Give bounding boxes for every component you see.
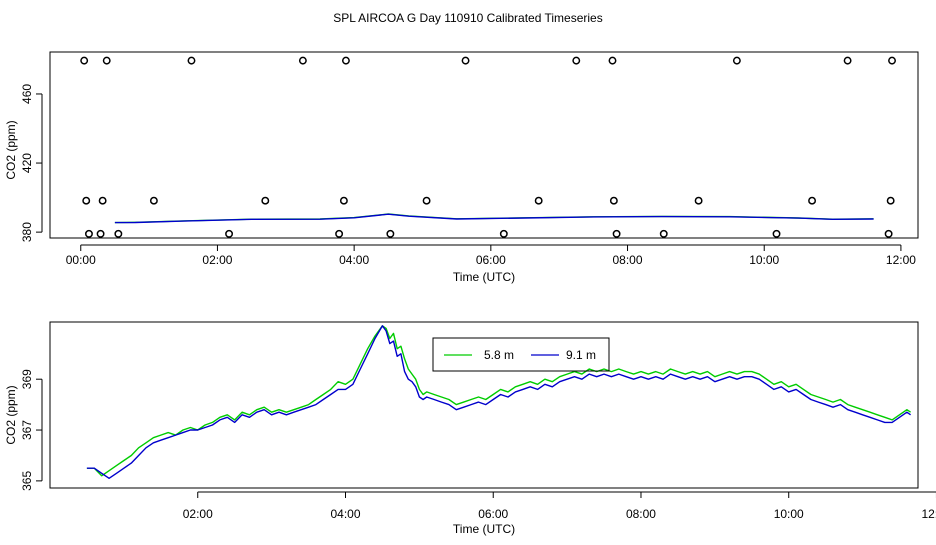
- legend-label-5-8m: 5.8 m: [484, 348, 514, 362]
- bottom-x-ticks: 02:00 04:00 06:00 08:00 10:00 12:00: [183, 491, 936, 521]
- bottom-series-5-8m: [86, 325, 911, 477]
- top-x-tick-label: 10:00: [749, 253, 779, 267]
- calibration-point-mid: [82, 196, 91, 205]
- legend-box: [432, 337, 610, 372]
- calibration-point-high: [80, 56, 89, 65]
- top-panel: 00:00 02:00 04:00 06:00 08:00 10:00 12:00 380 4…: [4, 51, 919, 284]
- calibration-point-low: [386, 229, 395, 238]
- top-x-tick-label: 06:00: [476, 253, 506, 267]
- calibration-point-mid: [339, 196, 348, 205]
- bottom-x-tick-label: 08:00: [626, 507, 656, 521]
- calibration-point-high: [608, 56, 617, 65]
- calibration-point-mid: [808, 196, 817, 205]
- bottom-x-tick-label: 02:00: [183, 507, 213, 521]
- top-y-tick-label: 380: [20, 222, 34, 242]
- calibration-point-low: [96, 229, 105, 238]
- calibration-point-high: [843, 56, 852, 65]
- top-x-ticks: 00:00 02:00 04:00 06:00 08:00 10:00 12:00: [66, 244, 916, 267]
- top-series-lines: [114, 213, 874, 224]
- bottom-y-tick-label: 365: [20, 471, 34, 491]
- calibration-point-low: [335, 229, 344, 238]
- calibration-point-mid: [609, 196, 618, 205]
- calibration-point-high: [102, 56, 111, 65]
- calibration-point-mid: [886, 196, 895, 205]
- calibration-point-high: [461, 56, 470, 65]
- bottom-x-tick-label: 06:00: [478, 507, 508, 521]
- calibration-point-mid: [149, 196, 158, 205]
- figure-title: SPL AIRCOA G Day 110910 Calibrated Times…: [333, 11, 602, 25]
- calibration-point-mid: [98, 196, 107, 205]
- bottom-panel: 02:00 04:00 06:00 08:00 10:00 12:00 365 367 369…: [4, 321, 936, 536]
- bottom-x-axis-label: Time (UTC): [453, 522, 515, 536]
- calibration-point-mid: [534, 196, 543, 205]
- calibration-point-low: [114, 229, 123, 238]
- calibration-point-high: [298, 56, 307, 65]
- bottom-y-axis-label: CO2 (ppm): [4, 385, 18, 444]
- calibration-point-low: [772, 229, 781, 238]
- top-x-tick-label: 04:00: [339, 253, 369, 267]
- calibration-point-high: [572, 56, 581, 65]
- top-series-9-1m: [114, 213, 874, 224]
- bottom-plot-box: [49, 321, 919, 489]
- bottom-y-tick-label: 367: [20, 420, 34, 440]
- top-y-ticks: 380 420 460: [20, 84, 43, 242]
- calibration-point-low: [612, 229, 621, 238]
- top-y-tick-label: 420: [20, 153, 34, 173]
- top-x-tick-label: 08:00: [613, 253, 643, 267]
- calibration-point-low: [499, 229, 508, 238]
- legend-label-9-1m: 9.1 m: [566, 348, 596, 362]
- calibration-point-high: [187, 56, 196, 65]
- bottom-y-tick-label: 369: [20, 369, 34, 389]
- calibration-point-high: [732, 56, 741, 65]
- calibration-point-low: [85, 229, 93, 238]
- calibration-point-low: [225, 229, 234, 238]
- bottom-y-ticks: 365 367 369: [20, 369, 43, 491]
- top-calibration-points: [80, 56, 896, 238]
- calibration-point-mid: [694, 196, 703, 205]
- legend: 5.8 m 9.1 m: [432, 337, 610, 372]
- calibration-point-high: [888, 56, 896, 65]
- bottom-x-tick-label: 12:00: [921, 507, 936, 521]
- bottom-x-tick-label: 04:00: [330, 507, 360, 521]
- top-plot-box: [49, 51, 919, 239]
- top-y-tick-label: 460: [20, 84, 34, 104]
- calibration-point-low: [884, 229, 893, 238]
- top-x-tick-label: 02:00: [202, 253, 232, 267]
- calibration-point-low: [659, 229, 668, 238]
- calibration-point-high: [341, 56, 350, 65]
- top-x-tick-label: 12:00: [886, 253, 916, 267]
- top-x-tick-label: 00:00: [66, 253, 96, 267]
- calibration-point-mid: [422, 196, 431, 205]
- bottom-series-9-1m: [86, 325, 912, 479]
- top-x-axis-label: Time (UTC): [453, 270, 515, 284]
- bottom-series-lines: [86, 325, 912, 479]
- bottom-x-tick-label: 10:00: [774, 507, 804, 521]
- top-y-axis-label: CO2 (ppm): [4, 120, 18, 179]
- calibration-point-mid: [261, 196, 270, 205]
